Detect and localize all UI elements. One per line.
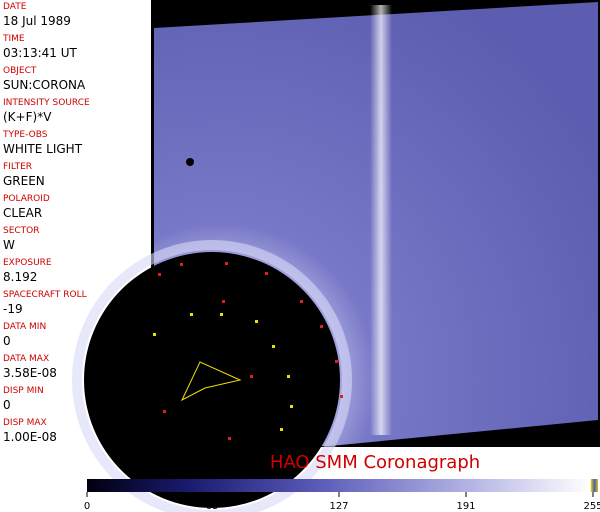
field-value: 3.58E-08	[3, 366, 57, 380]
field-label: DATA MIN	[3, 322, 47, 332]
spot	[186, 158, 194, 166]
streamer	[370, 5, 392, 435]
field-label: DATE	[3, 2, 27, 12]
field-label: TIME	[3, 34, 25, 44]
field-value: WHITE LIGHT	[3, 142, 83, 156]
title: HAO SMM Coronagraph	[270, 452, 480, 473]
dots	[158, 262, 343, 440]
field-label: DATA MAX	[3, 354, 50, 364]
field-value: -19	[3, 302, 23, 316]
field-label: INTENSITY SOURCE	[3, 98, 90, 108]
colorbar	[87, 479, 598, 492]
field-value: GREEN	[3, 174, 45, 188]
field-label: SECTOR	[3, 226, 40, 236]
field-value: 0	[3, 334, 11, 348]
colorbar-ticks: 0 63 127 191 255	[84, 492, 600, 512]
field-label: FILTER	[3, 162, 33, 172]
field-label: SPACECRAFT ROLL	[3, 290, 87, 300]
outline	[180, 361, 242, 402]
occulter	[84, 252, 340, 508]
field-value: (K+F)*V	[3, 110, 52, 124]
tick-label: 191	[456, 501, 475, 512]
field-value: 0	[3, 398, 11, 412]
field-value: CLEAR	[3, 206, 43, 220]
field-label: TYPE-OBS	[3, 130, 48, 140]
field-value: 18 Jul 1989	[3, 14, 71, 28]
field-value: 8.192	[3, 270, 38, 284]
field-label: EXPOSURE	[3, 258, 52, 268]
field-label: DISP MAX	[3, 418, 47, 428]
field-value: SUN:CORONA	[3, 78, 86, 92]
field-label: DISP MIN	[3, 386, 44, 396]
tick-label: 63	[206, 501, 219, 512]
field-value: 03:13:41 UT	[3, 46, 77, 60]
field-value: 1.00E-08	[3, 430, 57, 444]
field-label: POLAROID	[3, 194, 50, 204]
tick-label: 255	[583, 501, 600, 512]
tick-label: 127	[329, 501, 348, 512]
inner-halo	[72, 240, 352, 512]
dots-yellow	[153, 313, 293, 431]
field-label: OBJECT	[3, 66, 37, 76]
field-value: W	[3, 238, 15, 252]
tick-label: 0	[84, 501, 90, 512]
